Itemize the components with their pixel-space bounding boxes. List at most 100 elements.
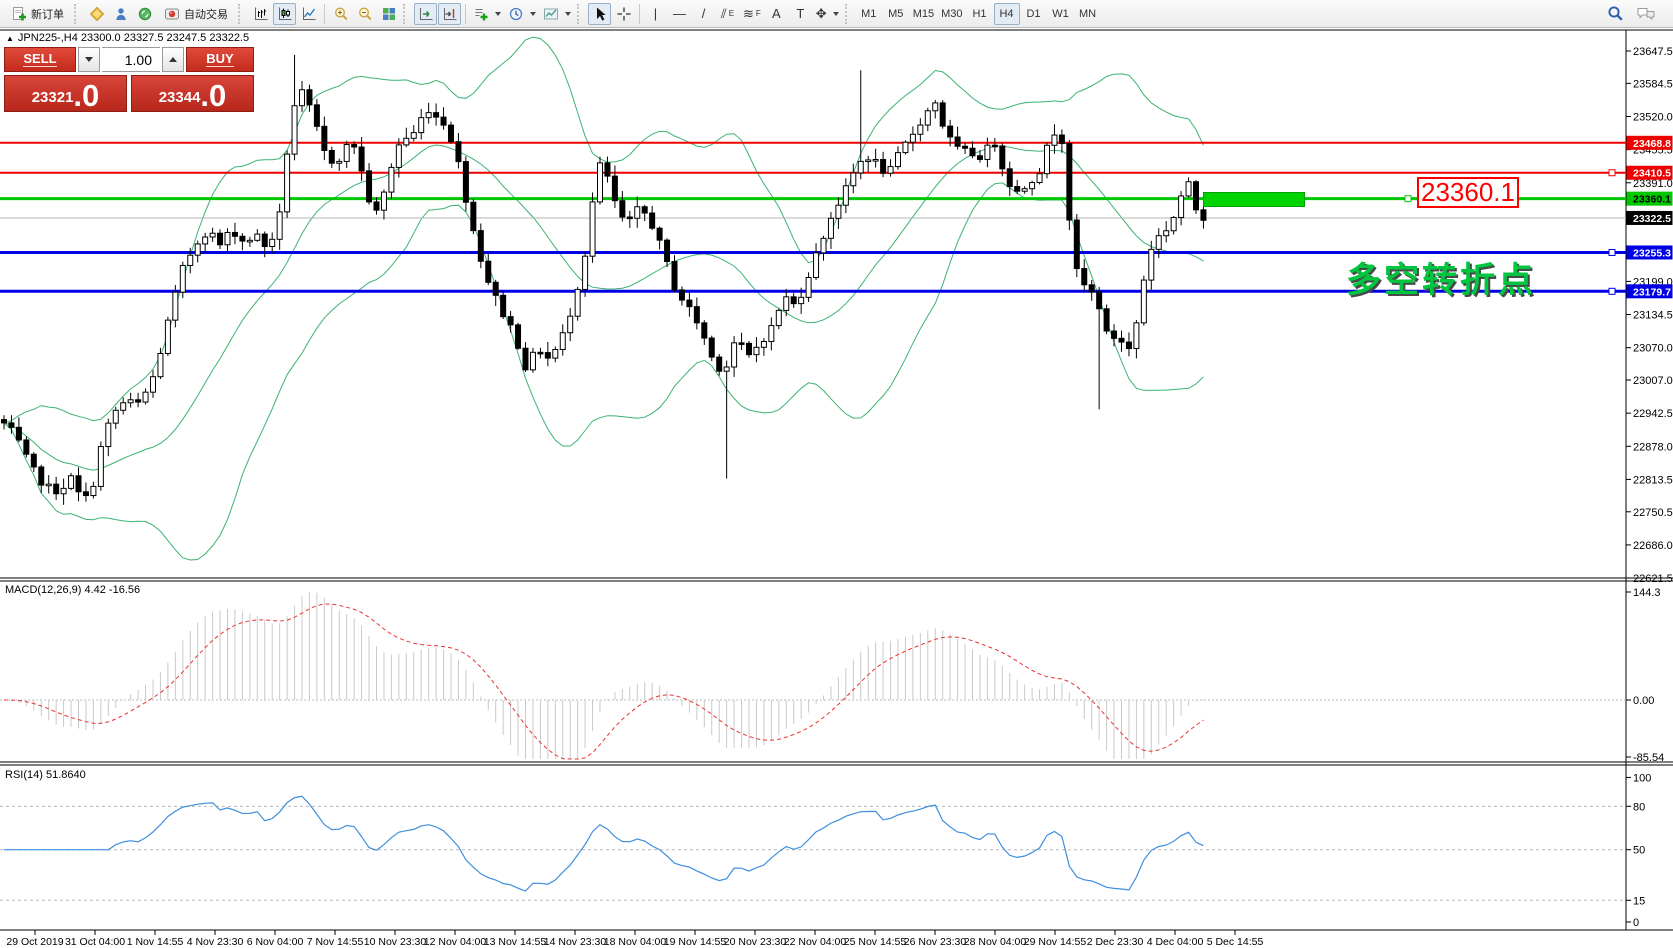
dropdown-caret	[565, 11, 571, 16]
chat-bubbles-icon	[1637, 7, 1655, 20]
tool-letter: E	[728, 9, 735, 18]
up-arrow-icon	[169, 57, 177, 62]
auto-scroll-button[interactable]	[414, 2, 437, 25]
toolbar-grip	[403, 3, 409, 24]
arrows-tool-button[interactable]: ✥	[813, 3, 842, 25]
svg-text:23391.0: 23391.0	[1633, 178, 1673, 190]
svg-text:144.3: 144.3	[1633, 587, 1661, 599]
periods-button[interactable]	[505, 3, 539, 25]
price-callout-label[interactable]: 23360.1	[1417, 177, 1519, 208]
chart-area[interactable]: 23647.5 23584.5 23520.0 23455.5 23391.0 23199…	[0, 28, 1673, 948]
buy-price-display[interactable]: 23344.0	[131, 75, 254, 112]
collapse-triangle-icon[interactable]: ▲	[6, 34, 14, 43]
sell-price-frac: .0	[73, 77, 100, 113]
svg-text:22686.0: 22686.0	[1633, 540, 1673, 552]
symbol-ohlc-text: JPN225-,H4 23300.0 23327.5 23247.5 23322…	[17, 32, 250, 44]
market-watch-button[interactable]	[109, 3, 132, 25]
text-label-tool-button[interactable]: T	[789, 3, 812, 25]
search-button[interactable]	[1604, 3, 1627, 25]
timeframe-M30[interactable]: M30	[938, 3, 965, 25]
volume-input[interactable]	[102, 47, 160, 72]
horizontal-line-button[interactable]: —	[668, 3, 691, 25]
svg-text:23007.0: 23007.0	[1633, 375, 1673, 387]
zoom-out-button[interactable]	[353, 3, 376, 25]
templates-icon	[544, 8, 558, 19]
svg-text:23584.5: 23584.5	[1633, 78, 1673, 90]
autotrading-button[interactable]: 自动交易	[157, 3, 235, 25]
templates-button[interactable]	[540, 3, 574, 25]
macd-indicator-label: MACD(12,26,9) 4.42 -16.56	[5, 584, 141, 596]
fibonacci-retracement-button[interactable]: ≋ F	[740, 3, 764, 25]
turning-point-note[interactable]: 多空转折点	[1346, 261, 1537, 300]
indicators-button[interactable]	[470, 3, 504, 25]
chart-symbol-info: ▲ JPN225-,H4 23300.0 23327.5 23247.5 2332…	[6, 32, 249, 44]
timeframe-H4[interactable]: H4	[993, 2, 1020, 25]
text-tool-icon: A	[771, 6, 781, 21]
zoom-in-button[interactable]	[329, 3, 352, 25]
metaeditor-button[interactable]	[85, 3, 108, 25]
toolbar-separator	[465, 3, 466, 24]
svg-text:7 Nov 14:55: 7 Nov 14:55	[307, 936, 364, 948]
timeframe-H1[interactable]: H1	[967, 3, 993, 25]
market-watch-icon	[115, 7, 126, 20]
equidistant-channel-icon: ⫽	[720, 6, 727, 21]
svg-text:22 Nov 04:00: 22 Nov 04:00	[784, 936, 847, 948]
svg-text:31 Oct 04:00: 31 Oct 04:00	[65, 936, 125, 948]
sell-price-display[interactable]: 23321.0	[4, 75, 127, 112]
timeframe-MN[interactable]: MN	[1075, 3, 1101, 25]
line-chart-icon	[302, 7, 315, 20]
svg-text:23134.5: 23134.5	[1633, 310, 1673, 322]
tile-windows-button[interactable]	[377, 3, 400, 25]
chart-canvas[interactable]: 23647.523584.523520.023455.523391.023199…	[0, 28, 1673, 948]
svg-text:23520.0: 23520.0	[1633, 111, 1673, 123]
svg-text:23070.0: 23070.0	[1633, 343, 1673, 355]
highlight-rectangle-object[interactable]	[1203, 192, 1305, 207]
crosshair-button[interactable]	[612, 3, 635, 25]
cursor-button[interactable]	[588, 2, 611, 25]
chat-button[interactable]	[1633, 3, 1659, 25]
svg-text:22942.5: 22942.5	[1633, 408, 1673, 420]
cursor-icon	[596, 7, 606, 21]
timeframes-group: M1 M5 M15 M30 H1 H4 D1 W1 MN	[856, 2, 1101, 25]
volume-decrease-button[interactable]	[78, 47, 100, 72]
sell-button[interactable]: SELL	[4, 47, 76, 72]
main-toolbar: 新订单 自动交易	[0, 0, 1673, 28]
svg-text:2 Dec 23:30: 2 Dec 23:30	[1087, 936, 1144, 948]
timeframe-M5[interactable]: M5	[883, 3, 909, 25]
tile-windows-icon	[382, 7, 395, 20]
timeframe-M15[interactable]: M15	[910, 3, 937, 25]
buy-button[interactable]: BUY	[186, 47, 254, 72]
svg-text:22750.5: 22750.5	[1633, 507, 1673, 519]
arrows-tool-icon: ✥	[815, 6, 827, 21]
svg-text:4 Nov 23:30: 4 Nov 23:30	[187, 936, 244, 948]
vertical-line-button[interactable]: |	[644, 3, 667, 25]
chart-shift-button[interactable]	[438, 2, 461, 25]
navigator-button[interactable]	[133, 3, 156, 25]
volume-increase-button[interactable]	[162, 47, 184, 72]
metaeditor-icon	[89, 6, 104, 21]
svg-text:15: 15	[1633, 895, 1645, 907]
svg-text:23647.5: 23647.5	[1633, 46, 1673, 58]
line-chart-button[interactable]	[297, 3, 320, 25]
text-tool-button[interactable]: A	[765, 3, 788, 25]
svg-text:22621.5: 22621.5	[1633, 573, 1673, 585]
chart-shift-icon	[443, 7, 456, 20]
dropdown-caret	[495, 11, 501, 16]
new-order-button[interactable]: 新订单	[4, 3, 71, 25]
svg-text:0: 0	[1633, 917, 1639, 929]
svg-text:23410.5: 23410.5	[1633, 168, 1671, 180]
svg-text:22813.5: 22813.5	[1633, 474, 1673, 486]
toolbar-grip	[844, 3, 851, 24]
svg-text:26 Nov 23:30: 26 Nov 23:30	[904, 936, 967, 948]
trendline-button[interactable]: /	[692, 3, 715, 25]
timeframe-M1[interactable]: M1	[856, 3, 882, 25]
timeframe-D1[interactable]: D1	[1021, 3, 1047, 25]
new-order-label: 新订单	[31, 8, 64, 21]
timeframe-W1[interactable]: W1	[1048, 3, 1074, 25]
equidistant-channel-button[interactable]: ⫽ E	[716, 3, 739, 25]
svg-text:6 Nov 04:00: 6 Nov 04:00	[247, 936, 304, 948]
candlestick-chart-button[interactable]	[273, 2, 296, 25]
bar-chart-button[interactable]	[249, 3, 272, 25]
svg-text:23322.5: 23322.5	[1633, 213, 1671, 225]
